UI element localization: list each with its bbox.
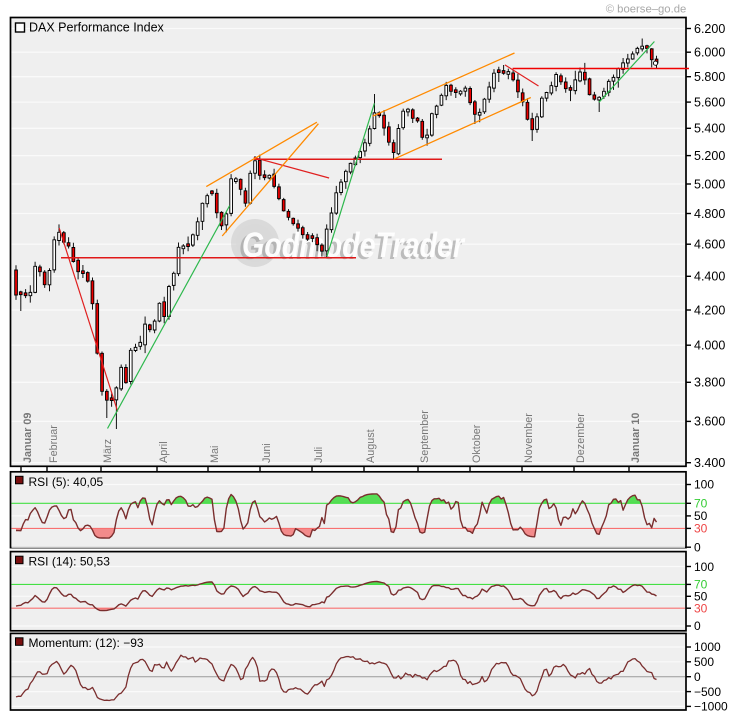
svg-text:5.800: 5.800	[694, 70, 725, 84]
svg-text:Juli: Juli	[313, 447, 325, 463]
svg-text:500: 500	[694, 655, 714, 669]
svg-text:70: 70	[694, 578, 708, 592]
svg-text:5.600: 5.600	[694, 95, 725, 109]
svg-text:GodmodeTrader: GodmodeTrader	[242, 226, 466, 265]
svg-text:3.400: 3.400	[694, 456, 725, 470]
svg-text:4.600: 4.600	[694, 238, 725, 252]
svg-text:50: 50	[694, 590, 708, 604]
svg-text:Dezember: Dezember	[575, 413, 587, 463]
svg-text:6.000: 6.000	[694, 46, 725, 60]
svg-text:50: 50	[694, 509, 708, 523]
svg-text:Oktober: Oktober	[471, 424, 483, 463]
svg-text:5.400: 5.400	[694, 122, 725, 136]
svg-text:DAX Performance Index: DAX Performance Index	[29, 21, 165, 35]
svg-text:1000: 1000	[694, 640, 721, 654]
svg-text:RSI (14): 50,53: RSI (14): 50,53	[29, 555, 111, 569]
svg-text:4.000: 4.000	[694, 339, 725, 353]
svg-text:Januar 09: Januar 09	[22, 413, 34, 463]
svg-text:November: November	[523, 413, 535, 463]
svg-text:6.200: 6.200	[694, 22, 725, 36]
svg-text:30: 30	[694, 522, 708, 536]
svg-text:Juni: Juni	[261, 443, 273, 463]
svg-text:GodmodeTrader: GodmodeTrader	[239, 228, 463, 267]
svg-text:−500: −500	[694, 685, 721, 699]
svg-text:100: 100	[694, 478, 714, 492]
svg-text:0: 0	[694, 670, 701, 684]
svg-text:September: September	[419, 410, 431, 463]
svg-text:Mai: Mai	[209, 446, 221, 463]
svg-text:0: 0	[694, 619, 701, 633]
svg-text:4.800: 4.800	[694, 207, 725, 221]
svg-text:August: August	[365, 429, 377, 463]
svg-text:100: 100	[694, 560, 714, 574]
svg-text:April: April	[158, 441, 170, 463]
svg-text:0: 0	[694, 540, 701, 554]
svg-text:30: 30	[694, 601, 708, 615]
svg-text:3.600: 3.600	[694, 415, 725, 429]
svg-text:© boerse–go.de: © boerse–go.de	[606, 4, 687, 16]
svg-text:März: März	[102, 439, 114, 463]
svg-text:5.000: 5.000	[694, 177, 725, 191]
svg-text:Januar 10: Januar 10	[630, 413, 642, 463]
svg-text:70: 70	[694, 497, 708, 511]
svg-text:−1000: −1000	[694, 700, 728, 714]
svg-text:Momentum: (12): −93: Momentum: (12): −93	[29, 636, 144, 650]
svg-text:5.200: 5.200	[694, 149, 725, 163]
svg-text:RSI (5): 40,05: RSI (5): 40,05	[29, 475, 104, 489]
svg-text:4.400: 4.400	[694, 270, 725, 284]
svg-text:3.800: 3.800	[694, 376, 725, 390]
svg-text:Februar: Februar	[48, 425, 60, 463]
svg-text:4.200: 4.200	[694, 303, 725, 317]
